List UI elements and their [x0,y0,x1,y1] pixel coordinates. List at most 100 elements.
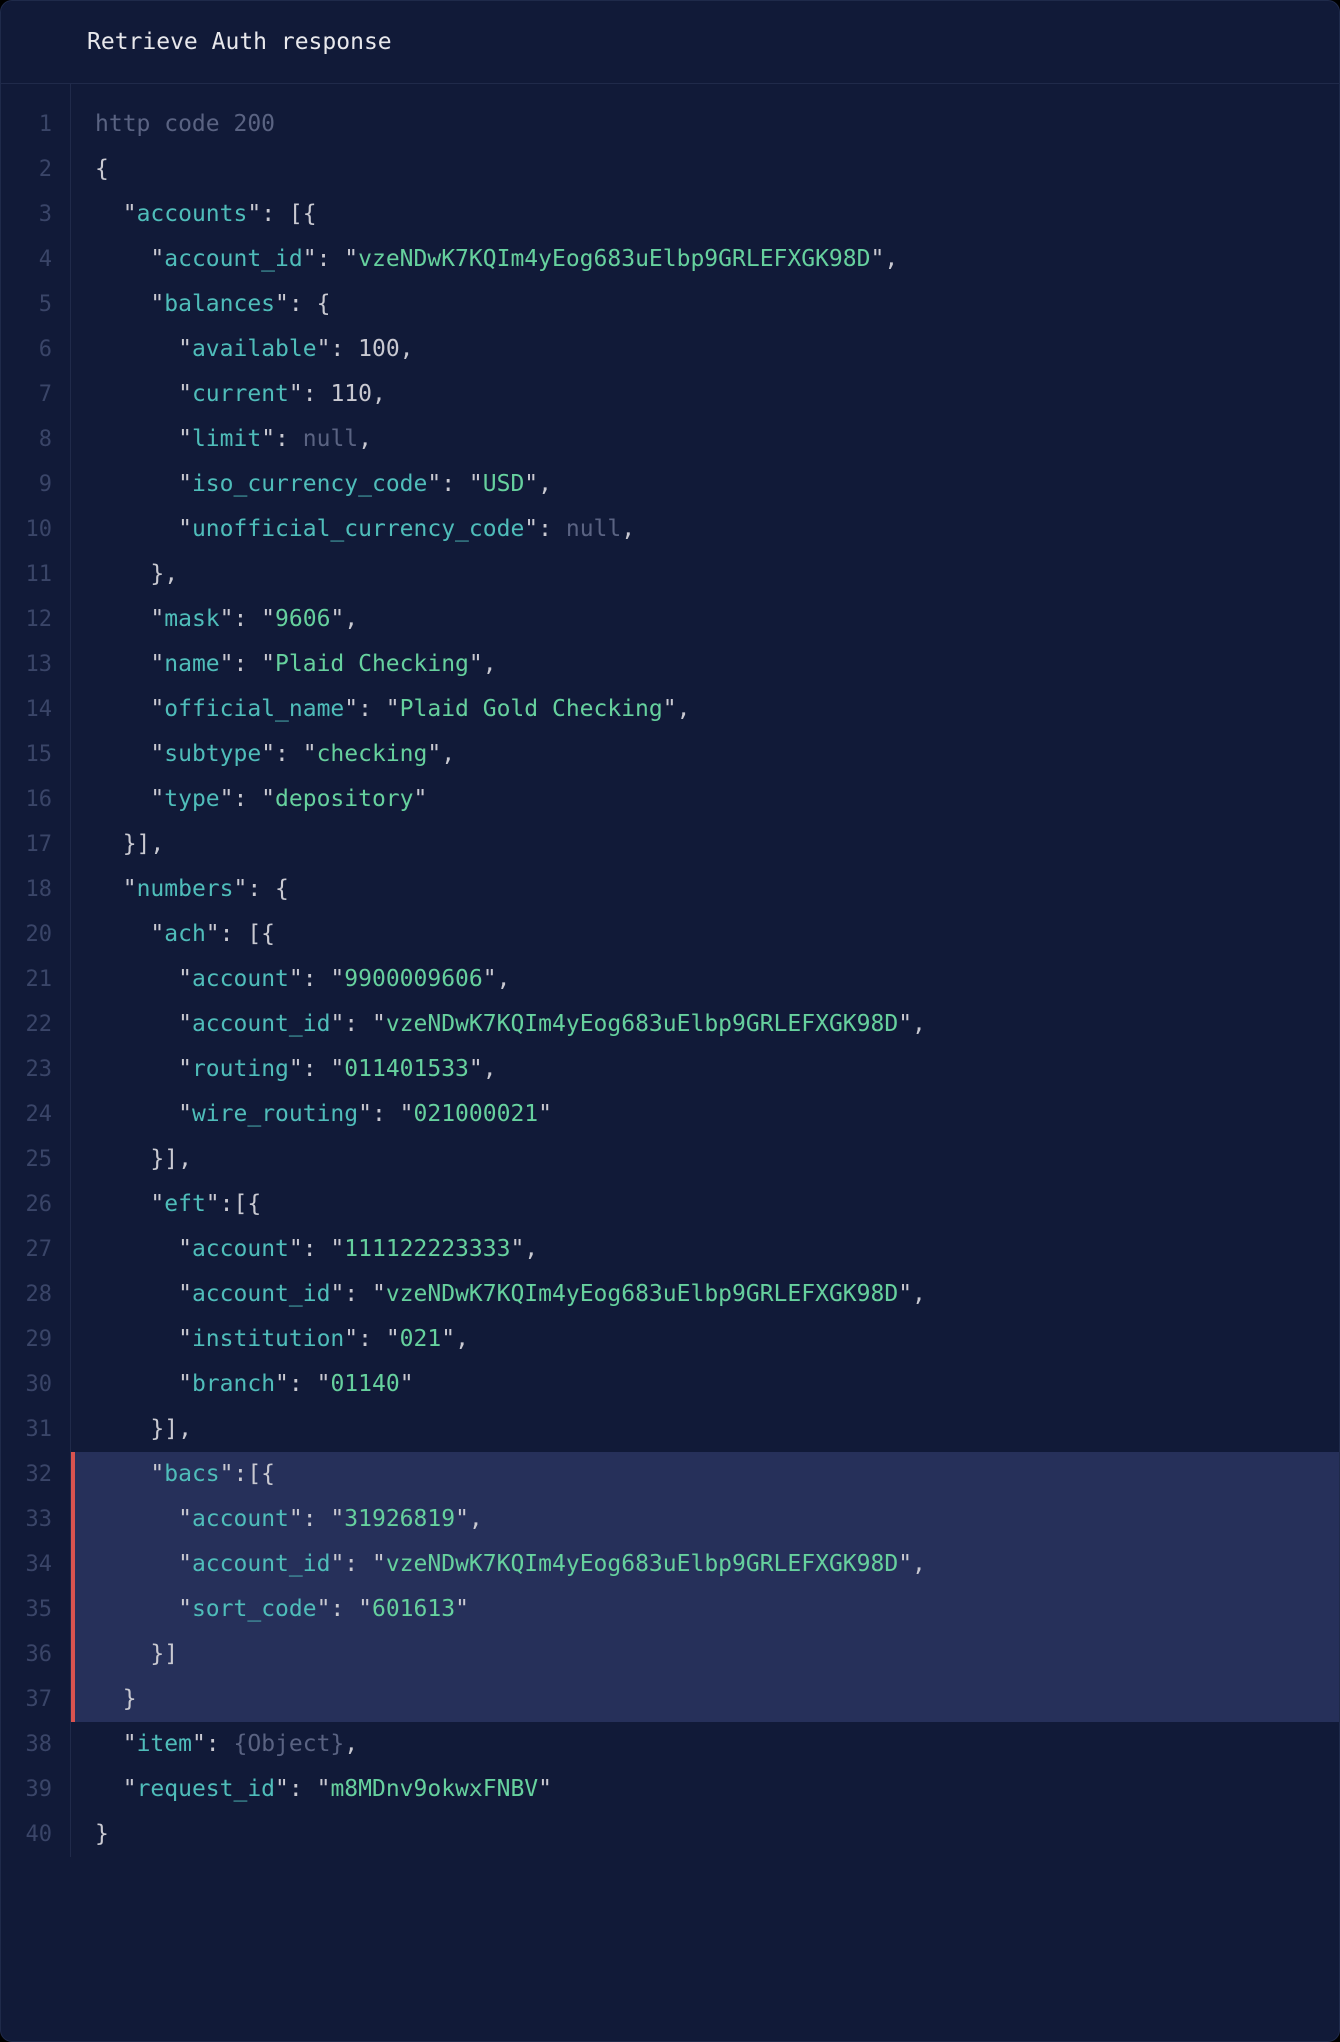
token-punc: ": " [330,1551,385,1577]
token-punc: ": " [358,1101,413,1127]
line-number: 12 [1,597,70,642]
token-key: branch [192,1371,275,1397]
token-key: request_id [137,1776,275,1802]
line-number: 4 [1,237,70,282]
code-line: "name": "Plaid Checking", [71,642,1339,687]
code-line: "eft":[{ [71,1182,1339,1227]
code-line: http code 200 [71,102,1339,147]
token-punc: , [400,336,414,362]
token-key: bacs [164,1461,219,1487]
code-line: "accounts": [{ [71,192,1339,237]
token-punc: " [538,1101,552,1127]
token-punc: ": [261,426,303,452]
token-punc: ": [{ [206,921,275,947]
code-line: "routing": "011401533", [71,1047,1339,1092]
token-punc: ": [192,1731,234,1757]
code-line: "item": {Object}, [71,1722,1339,1767]
token-str: Plaid Checking [275,651,469,677]
line-number: 26 [1,1182,70,1227]
code-line: }], [71,1137,1339,1182]
token-str: vzeNDwK7KQIm4yEog683uElbp9GRLEFXGK98D [386,1551,898,1577]
token-punc: " [178,1506,192,1532]
token-punc: " [178,471,192,497]
code-body[interactable]: http code 200{ "accounts": [{ "account_i… [71,84,1339,1857]
token-punc: ", [510,1236,538,1262]
token-punc: ": " [289,1506,344,1532]
token-str: 01140 [330,1371,399,1397]
token-punc: " [455,1596,469,1622]
token-punc: " [150,651,164,677]
token-punc: " [123,1776,137,1802]
code-line: "account": "31926819", [71,1497,1339,1542]
token-key: account_id [192,1281,330,1307]
token-key: sort_code [192,1596,317,1622]
token-key: balances [164,291,275,317]
line-number: 22 [1,1002,70,1047]
token-punc: ", [663,696,691,722]
token-key: account [192,1506,289,1532]
token-punc: " [178,1236,192,1262]
token-num: 100 [358,336,400,362]
code-line: "wire_routing": "021000021" [71,1092,1339,1137]
token-punc: , [358,426,372,452]
code-line: "mask": "9606", [71,597,1339,642]
line-number: 7 [1,372,70,417]
token-key: account_id [164,246,302,272]
code-line: "iso_currency_code": "USD", [71,462,1339,507]
line-number: 16 [1,777,70,822]
token-punc: }] [150,1641,178,1667]
line-number: 31 [1,1407,70,1452]
token-key: institution [192,1326,344,1352]
token-punc: ", [427,741,455,767]
line-number: 38 [1,1722,70,1767]
token-key: item [137,1731,192,1757]
line-number: 39 [1,1767,70,1812]
token-punc: " [400,1371,414,1397]
token-key: account_id [192,1011,330,1037]
token-punc: , [621,516,635,542]
code-line: "unofficial_currency_code": null, [71,507,1339,552]
line-number: 20 [1,912,70,957]
token-punc: }], [150,1146,192,1172]
token-punc: ": " [427,471,482,497]
token-punc: " [150,246,164,272]
token-punc: ": " [303,246,358,272]
token-key: account_id [192,1551,330,1577]
line-number: 10 [1,507,70,552]
token-punc: ": " [344,696,399,722]
token-punc: " [178,1596,192,1622]
token-str: Plaid Gold Checking [400,696,663,722]
code-line: } [71,1812,1339,1857]
line-number-gutter: 1234567891011121314151617182021222324252… [1,84,71,1857]
token-punc: ": { [275,291,330,317]
line-number: 6 [1,327,70,372]
token-key: account [192,1236,289,1262]
token-str: depository [275,786,413,812]
code-line: "account_id": "vzeNDwK7KQIm4yEog683uElbp… [71,237,1339,282]
token-str: 9606 [275,606,330,632]
token-punc: ": [{ [247,201,316,227]
token-punc: ": [289,381,331,407]
token-punc: " [178,516,192,542]
token-punc: ": " [344,1326,399,1352]
token-str: 601613 [372,1596,455,1622]
code-window: Retrieve Auth response 12345678910111213… [0,0,1340,2042]
line-number: 14 [1,687,70,732]
token-punc: " [123,1731,137,1757]
token-punc: ": " [289,1236,344,1262]
token-key: unofficial_currency_code [192,516,524,542]
token-punc: " [178,1326,192,1352]
token-punc: ", [898,1281,926,1307]
token-punc: ":[{ [206,1191,261,1217]
token-str: 021 [400,1326,442,1352]
token-dim: {Object} [234,1731,345,1757]
line-number: 15 [1,732,70,777]
token-punc: " [178,1281,192,1307]
line-number: 2 [1,147,70,192]
token-punc: " [178,966,192,992]
token-key: routing [192,1056,289,1082]
line-number: 11 [1,552,70,597]
token-null: null [566,516,621,542]
line-number: 5 [1,282,70,327]
line-number: 37 [1,1677,70,1722]
